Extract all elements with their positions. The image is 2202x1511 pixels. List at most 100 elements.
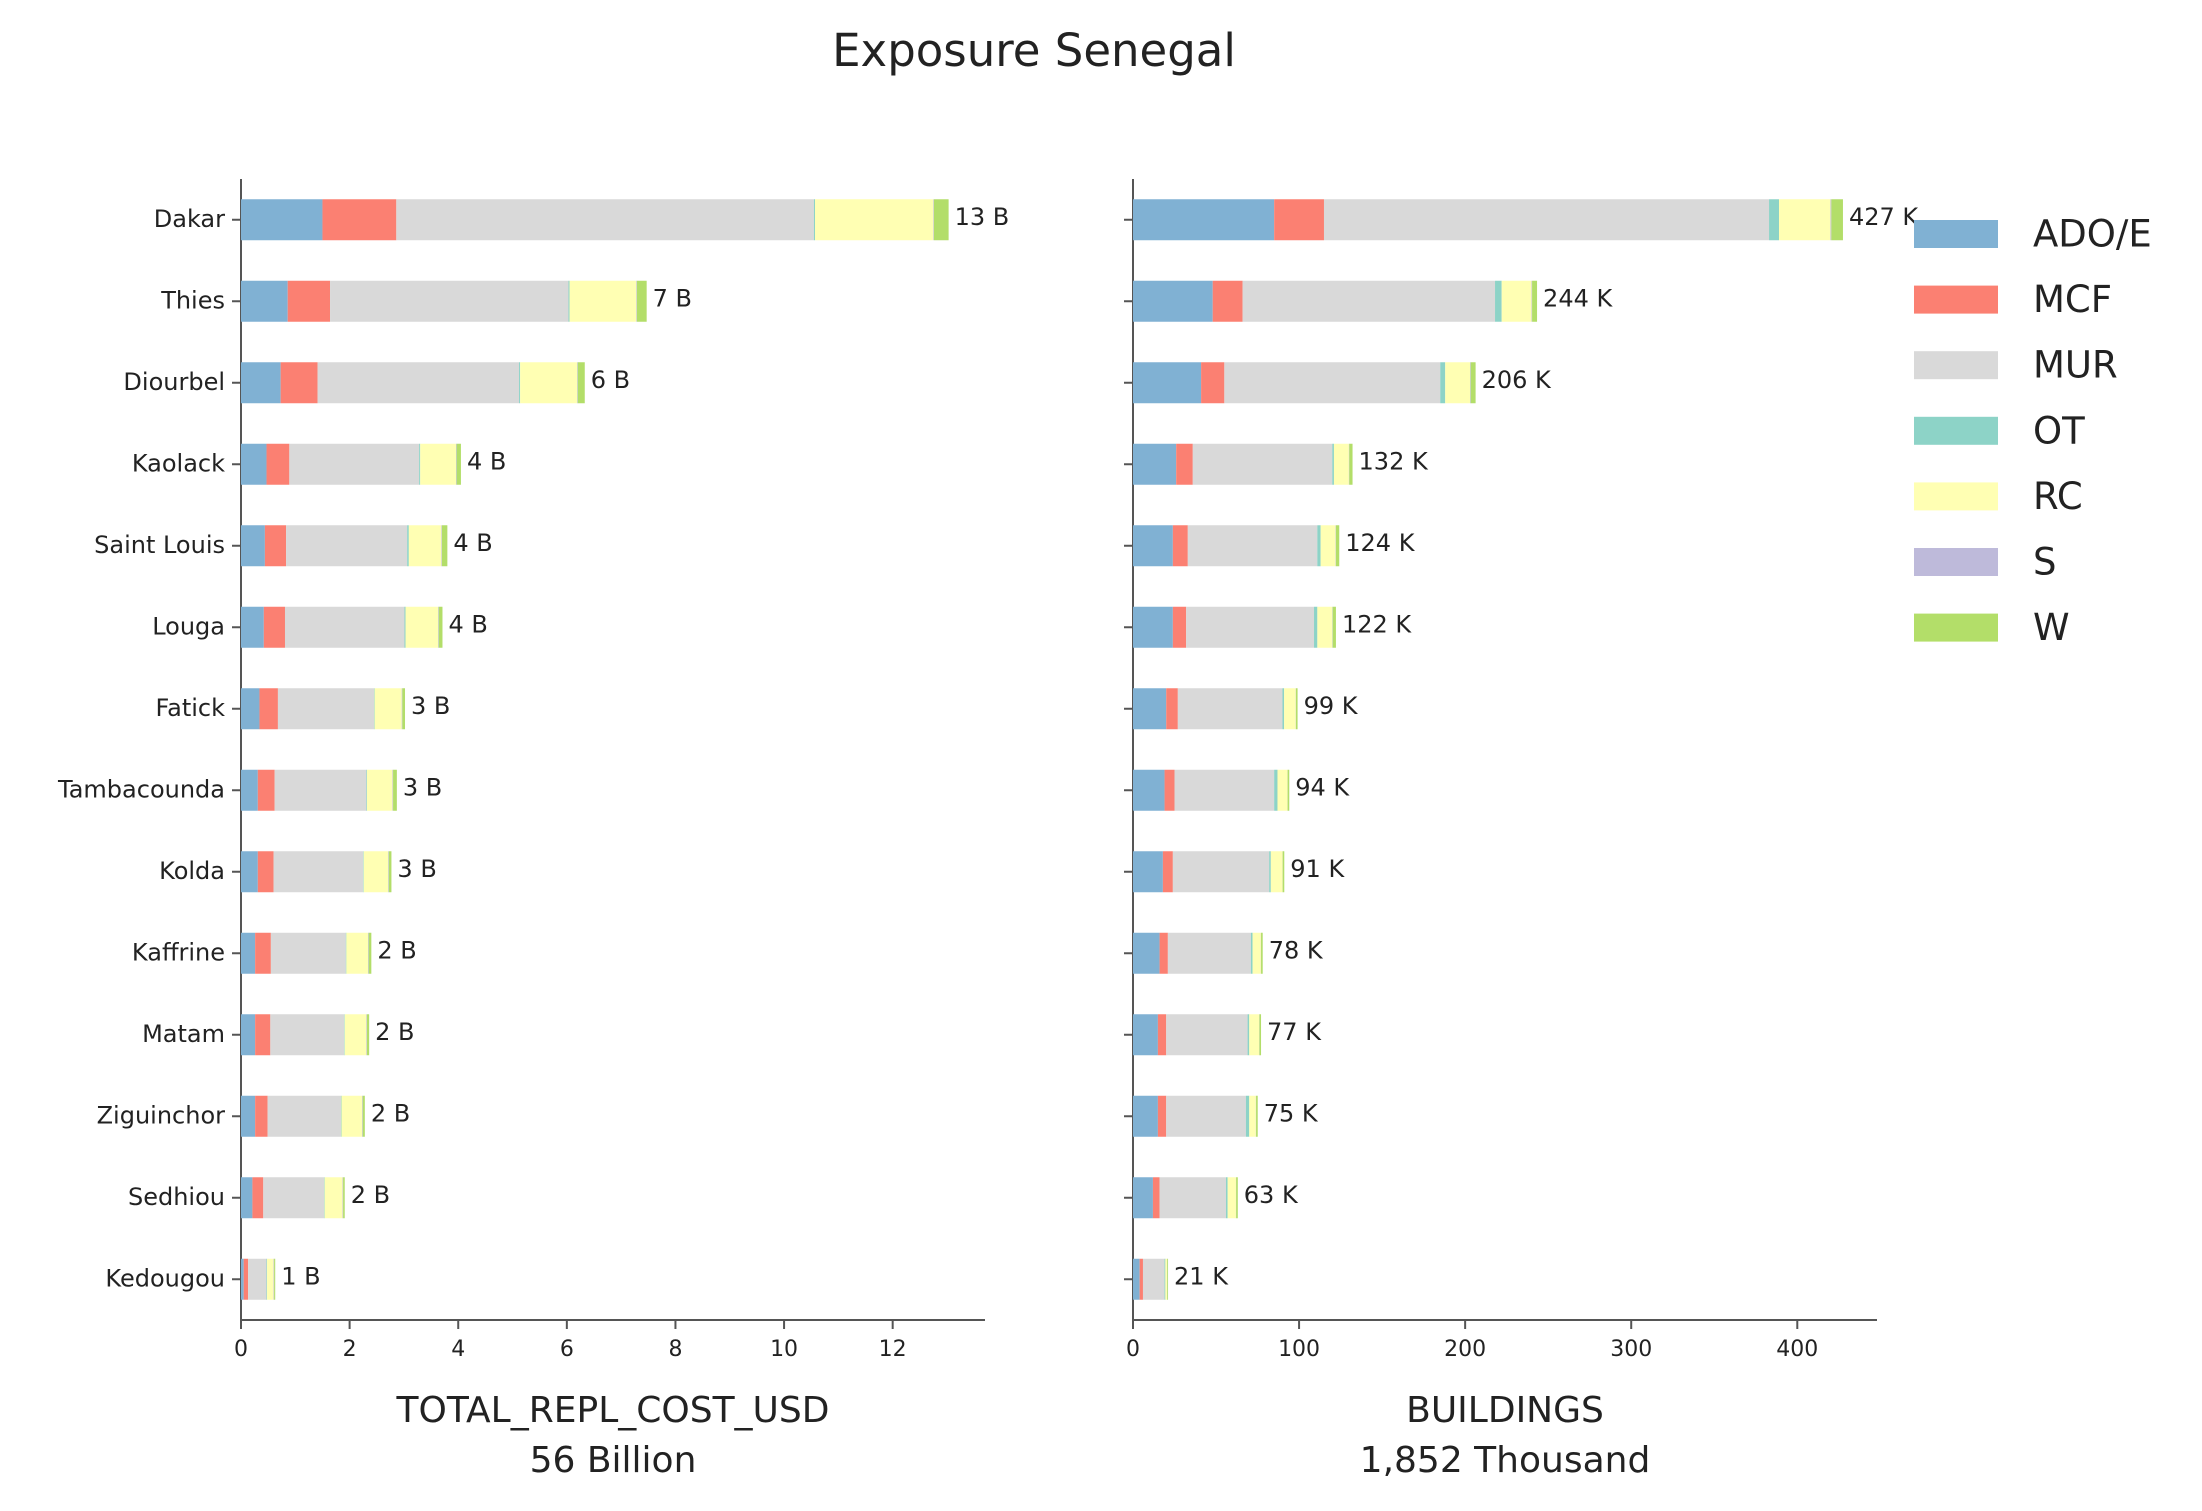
- bar-segment: [1159, 1177, 1226, 1219]
- bar-segment: [1224, 362, 1441, 404]
- bar-segment: [255, 1014, 271, 1056]
- legend-swatch: [1914, 613, 1998, 642]
- bar-segment: [284, 606, 405, 648]
- bar-segment: [241, 1014, 256, 1056]
- y-tick-label: Fatick: [156, 694, 226, 722]
- total-label: 132 K: [1359, 447, 1429, 475]
- bar-segment: [1249, 1095, 1256, 1137]
- bar-segment: [248, 1258, 267, 1300]
- bar-segment: [933, 199, 949, 241]
- bar-segment: [441, 525, 442, 567]
- bar-segment: [363, 851, 364, 893]
- x-axis-label: 1,852 Thousand: [1360, 1440, 1651, 1481]
- bar-segment: [1277, 769, 1288, 811]
- bar-segment: [241, 280, 288, 322]
- bar-segment: [241, 362, 281, 404]
- y-tick-label: Sedhiou: [128, 1183, 225, 1211]
- bar-segment: [1157, 1014, 1167, 1056]
- x-tick-label: 4: [451, 1337, 465, 1362]
- bar-segment: [368, 932, 369, 974]
- y-tick-label: Ziguinchor: [97, 1101, 226, 1129]
- bar-segment: [289, 443, 420, 485]
- bar-segment: [519, 362, 521, 404]
- legend-label: MUR: [2033, 344, 2118, 387]
- bar-segment: [1831, 199, 1843, 241]
- x-tick-label: 0: [1126, 1337, 1140, 1362]
- bar-segment: [317, 362, 520, 404]
- bar-segment: [274, 1258, 276, 1300]
- legend-label: ADO/E: [2033, 213, 2152, 256]
- y-tick-label: Diourbel: [123, 368, 225, 396]
- bar-segment: [343, 1177, 345, 1219]
- x-tick-label: 8: [668, 1337, 682, 1362]
- bar-segment: [419, 443, 421, 485]
- bar-segment: [404, 606, 406, 648]
- bar-segment: [1133, 1014, 1158, 1056]
- bar-segment: [456, 443, 457, 485]
- bar-segment: [366, 1014, 370, 1056]
- bar-segment: [1133, 362, 1202, 404]
- bar-segment: [267, 1095, 341, 1137]
- bar-segment: [388, 851, 392, 893]
- total-label: 124 K: [1345, 529, 1415, 557]
- bar-segment: [340, 1095, 342, 1137]
- total-label: 75 K: [1264, 1099, 1319, 1127]
- bar-segment: [1167, 1258, 1169, 1300]
- total-label: 1 B: [281, 1262, 320, 1290]
- bar-segment: [1133, 932, 1160, 974]
- bar-segment: [1335, 525, 1340, 567]
- bar-segment: [368, 932, 372, 974]
- bar-segment: [520, 362, 578, 404]
- bar-segment: [1201, 362, 1225, 404]
- bar-segment: [1495, 280, 1502, 322]
- bar-segment: [1274, 769, 1278, 811]
- bar-segment: [1227, 1177, 1236, 1219]
- bar-segment: [1245, 1095, 1250, 1137]
- bar-segment: [274, 769, 367, 811]
- legend-swatch: [1914, 416, 1998, 445]
- total-label: 206 K: [1482, 366, 1552, 394]
- bar-segment: [396, 199, 814, 241]
- bar-segment: [324, 1177, 325, 1219]
- bar-segment: [241, 199, 323, 241]
- bar-segment: [259, 688, 278, 730]
- bar-segment: [241, 443, 267, 485]
- bar-segment: [362, 1095, 363, 1137]
- bar-segment: [1333, 443, 1349, 485]
- bar-segment: [286, 525, 408, 567]
- x-tick-label: 12: [879, 1337, 907, 1362]
- total-label: 77 K: [1267, 1018, 1322, 1046]
- bar-segment: [287, 280, 331, 322]
- bar-segment: [401, 688, 403, 730]
- bar-segment: [342, 1177, 344, 1219]
- bar-segment: [1269, 851, 1271, 893]
- y-tick-label: Saint Louis: [94, 531, 225, 559]
- bar-segment: [1133, 769, 1165, 811]
- y-tick-label: Thies: [160, 286, 225, 314]
- bar-segment: [438, 606, 443, 648]
- bar-segment: [255, 932, 271, 974]
- bar-segment: [636, 280, 637, 322]
- bar-segment: [1133, 1258, 1140, 1300]
- legend-label: OT: [2033, 409, 2085, 452]
- x-tick-label: 10: [770, 1337, 798, 1362]
- bar-segment: [366, 769, 393, 811]
- bar-segment: [1133, 199, 1275, 241]
- bar-segment: [1320, 525, 1336, 567]
- bar-segment: [266, 443, 290, 485]
- bar-segment: [1162, 851, 1173, 893]
- bar-segment: [1284, 688, 1296, 730]
- x-axis-label: BUILDINGS: [1406, 1390, 1604, 1431]
- bar-segment: [1250, 932, 1253, 974]
- bar-segment: [402, 688, 406, 730]
- bar-segment: [324, 1177, 343, 1219]
- bar-segment: [1440, 362, 1446, 404]
- bar-segment: [1186, 606, 1315, 648]
- total-label: 3 B: [397, 855, 436, 883]
- bar-segment: [569, 280, 637, 322]
- bar-segment: [255, 1095, 268, 1137]
- bar-segment: [1295, 688, 1298, 730]
- bar-segment: [1172, 525, 1188, 567]
- bar-segment: [392, 769, 394, 811]
- total-label: 122 K: [1342, 610, 1412, 638]
